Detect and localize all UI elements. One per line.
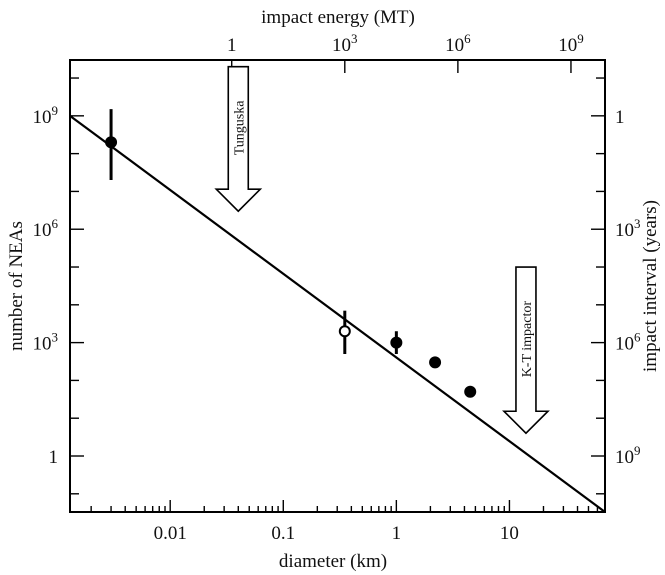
left-tick-label: 109 bbox=[33, 103, 59, 128]
annotation-label: K-T impactor bbox=[520, 301, 535, 378]
left-tick-label: 106 bbox=[33, 216, 59, 241]
top-tick-label: 106 bbox=[445, 31, 471, 56]
right-tick-label: 109 bbox=[615, 443, 641, 468]
top-axis-title: impact energy (MT) bbox=[261, 7, 415, 28]
top-tick-label: 103 bbox=[332, 31, 358, 56]
left-tick-label: 1 bbox=[49, 447, 59, 468]
top-tick-label: 1 bbox=[227, 35, 237, 56]
bottom-axis-title: diameter (km) bbox=[279, 551, 387, 572]
top-tick-label: 109 bbox=[558, 31, 584, 56]
annotation-arrow bbox=[214, 65, 263, 213]
data-point bbox=[429, 356, 442, 369]
bottom-tick-label: 1 bbox=[392, 523, 402, 544]
right-axis-title: impact interval (years) bbox=[640, 200, 661, 372]
annotation-label: Tunguska bbox=[232, 100, 247, 156]
right-tick-label: 1 bbox=[615, 107, 625, 128]
tick-labels-group: 0.01 0.1 1 10 1 103 106 109 1 103 106 109 1 103 106 109 bbox=[33, 31, 642, 544]
annotation-arrows: Tunguska K-T impactor bbox=[214, 65, 550, 435]
ticks-group bbox=[70, 60, 606, 512]
data-point-open bbox=[338, 325, 351, 338]
data-points bbox=[105, 109, 477, 398]
bottom-tick-label: 0.01 bbox=[154, 523, 187, 544]
fit-line bbox=[69, 114, 606, 513]
bottom-tick-label: 0.1 bbox=[271, 523, 295, 544]
right-tick-label: 106 bbox=[615, 330, 641, 355]
data-point bbox=[390, 336, 403, 349]
annotation-arrow bbox=[502, 266, 550, 435]
data-point bbox=[105, 136, 118, 149]
bottom-tick-label: 10 bbox=[500, 523, 519, 544]
right-tick-label: 103 bbox=[615, 216, 641, 241]
left-axis-title: number of NEAs bbox=[6, 221, 27, 351]
data-point bbox=[464, 385, 477, 398]
left-tick-label: 103 bbox=[33, 330, 59, 355]
